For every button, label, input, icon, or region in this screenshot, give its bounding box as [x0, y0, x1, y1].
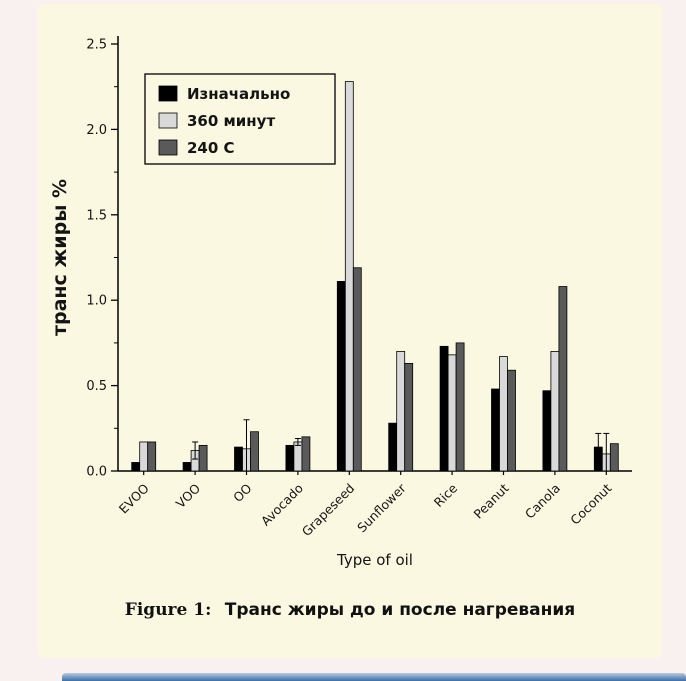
svg-text:1.0: 1.0: [86, 294, 107, 309]
svg-text:Coconut: Coconut: [567, 480, 614, 527]
svg-text:Peanut: Peanut: [470, 480, 511, 521]
bar-chart: 0.0 0.5 1.0 1.5 2.0 2.5 Изначально 360 минут 24…: [49, 36, 632, 569]
svg-text:360 минут: 360 минут: [187, 112, 275, 130]
error-bars: [192, 419, 610, 472]
svg-text:VOO: VOO: [173, 480, 204, 511]
figure-caption: Figure 1: Транс жиры до и после нагреван…: [38, 600, 662, 620]
caption-prefix: Figure 1:: [124, 600, 212, 620]
svg-text:0.5: 0.5: [86, 379, 107, 394]
svg-text:Canola: Canola: [522, 481, 563, 522]
bottom-strip: [62, 673, 686, 681]
svg-text:240 C: 240 C: [187, 139, 235, 157]
svg-text:2.5: 2.5: [86, 38, 107, 53]
svg-text:Изначально: Изначально: [187, 85, 290, 103]
svg-text:транс жиры %: транс жиры %: [49, 179, 71, 336]
svg-text:OO: OO: [230, 480, 255, 505]
svg-text:Avocado: Avocado: [258, 481, 306, 529]
svg-text:0.0: 0.0: [86, 465, 107, 480]
svg-text:Grapeseed: Grapeseed: [299, 481, 358, 540]
svg-text:EVOO: EVOO: [116, 480, 152, 516]
caption-text: Транс жиры до и после нагревания: [224, 600, 576, 620]
svg-text:Rice: Rice: [431, 480, 461, 510]
svg-text:Sunflower: Sunflower: [354, 480, 409, 535]
svg-text:Type of oil: Type of oil: [336, 551, 413, 569]
figure-panel: 0.0 0.5 1.0 1.5 2.0 2.5 Изначально 360 минут 24…: [38, 4, 662, 658]
legend: Изначально 360 минут 240 C: [144, 73, 336, 165]
svg-text:1.5: 1.5: [86, 208, 107, 223]
svg-text:2.0: 2.0: [86, 123, 107, 138]
